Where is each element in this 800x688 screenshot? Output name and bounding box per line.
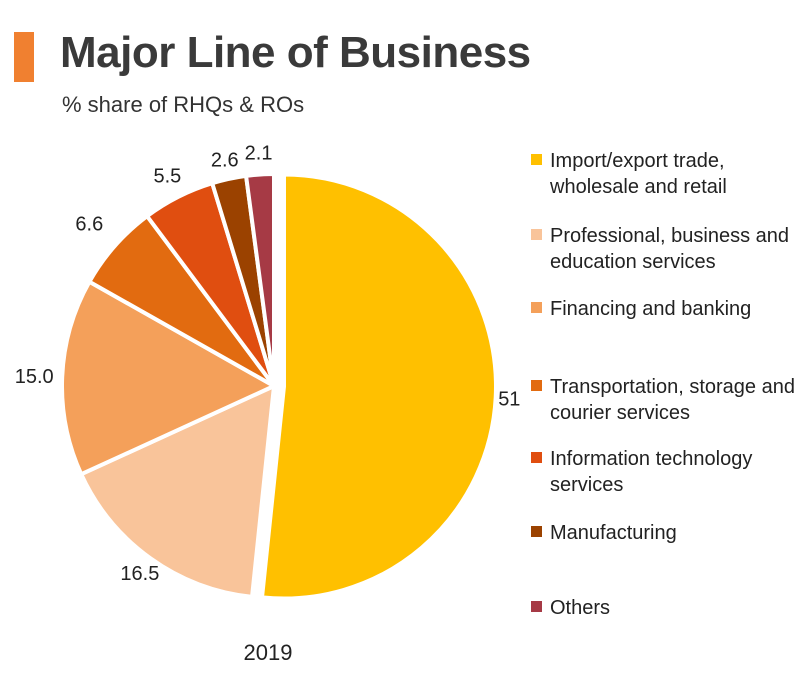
pie-slice-1 [260,172,498,601]
legend-label: Professional, business and education ser… [550,225,790,273]
legend-swatch [531,452,542,463]
data-label-3: 15.0 [15,366,54,388]
data-label-1: 51.6 [498,389,520,411]
pie-slice-7 [244,172,276,388]
legend-swatch [531,229,542,240]
title-accent-bar [14,32,34,82]
pie-slice-3 [60,279,276,477]
legend-swatch [531,526,542,537]
legend-label: Import/export trade, wholesale and retai… [550,150,727,198]
pie-data-labels: 51.6 16.5 15.0 6.6 5.5 2.6 2.1 [15,143,520,585]
legend-swatch [531,302,542,313]
data-label-2: 16.5 [120,563,159,585]
legend-label: Financing and banking [550,298,752,320]
pie-slices [60,172,498,601]
data-label-4: 6.6 [75,213,103,235]
legend: Import/export trade, wholesale and retai… [531,0,796,688]
legend-swatch [531,601,542,612]
legend-label: Transportation, storage and courier serv… [550,376,795,424]
legend-label: Others [550,597,611,619]
chart-title: Major Line of Business [60,28,531,77]
legend-swatch [531,380,542,391]
legend-label: Information technology services [550,448,753,496]
chart-subtitle: % share of RHQs & ROs [62,92,305,117]
year-label: 2019 [244,640,293,665]
legend-label: Manufacturing [550,522,677,544]
data-label-7: 2.1 [245,143,273,165]
legend-swatch [531,154,542,165]
pie-chart: 51.6 16.5 15.0 6.6 5.5 2.6 2.1 2019 [15,143,520,665]
data-label-6: 2.6 [211,149,239,171]
pie-slice-2 [79,384,276,599]
data-label-5: 5.5 [154,165,182,187]
